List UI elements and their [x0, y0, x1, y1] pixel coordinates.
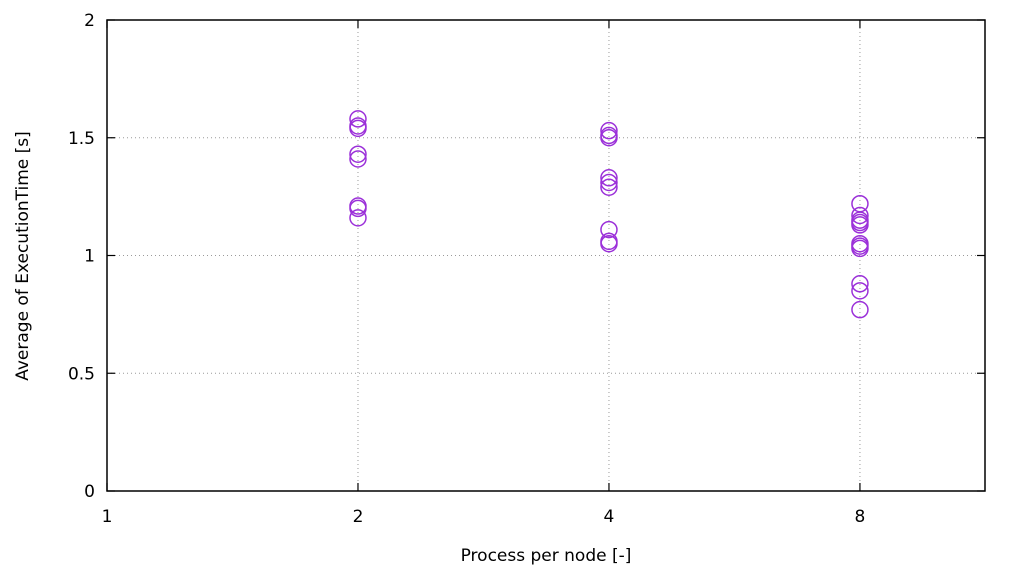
- data-point: [600, 129, 618, 147]
- axis-ticks: [106, 19, 985, 492]
- data-point: [600, 178, 618, 196]
- data-point: [851, 206, 869, 225]
- x-axis-label: Process per node [-]: [461, 546, 632, 566]
- x-tick-label: 8: [855, 507, 866, 527]
- y-tick-label: 0.5: [68, 364, 95, 384]
- data-point: [851, 275, 869, 293]
- data-point: [349, 199, 367, 218]
- data-point: [349, 145, 367, 163]
- data-point: [349, 119, 367, 138]
- x-tick-label: 1: [102, 507, 113, 527]
- plot-frame: [106, 19, 986, 492]
- y-tick-label: 1.5: [68, 129, 95, 149]
- data-point: [851, 282, 869, 300]
- x-tick-labels: 1 2 4 8: [102, 507, 866, 527]
- data-point: [600, 220, 618, 239]
- y-tick-labels: 0 0.5 1 1.5 2: [68, 11, 95, 502]
- grid: [107, 20, 985, 491]
- y-tick-label: 2: [84, 11, 95, 31]
- data-point: [851, 300, 869, 319]
- data-point: [851, 216, 869, 234]
- y-axis-label: Average of ExecutionTime [s]: [13, 131, 33, 381]
- data-point: [349, 150, 367, 168]
- x-tick-label: 4: [604, 507, 615, 527]
- x-tick-label: 2: [353, 507, 364, 527]
- data-point: [349, 209, 367, 227]
- data-point: [851, 239, 869, 258]
- y-tick-label: 1: [84, 247, 95, 267]
- data-point: [600, 234, 618, 253]
- y-tick-label: 0: [84, 482, 95, 502]
- data-point: [349, 110, 367, 128]
- data-point: [600, 121, 618, 140]
- data-points: [349, 110, 869, 319]
- data-point: [600, 169, 618, 187]
- data-point: [600, 173, 618, 192]
